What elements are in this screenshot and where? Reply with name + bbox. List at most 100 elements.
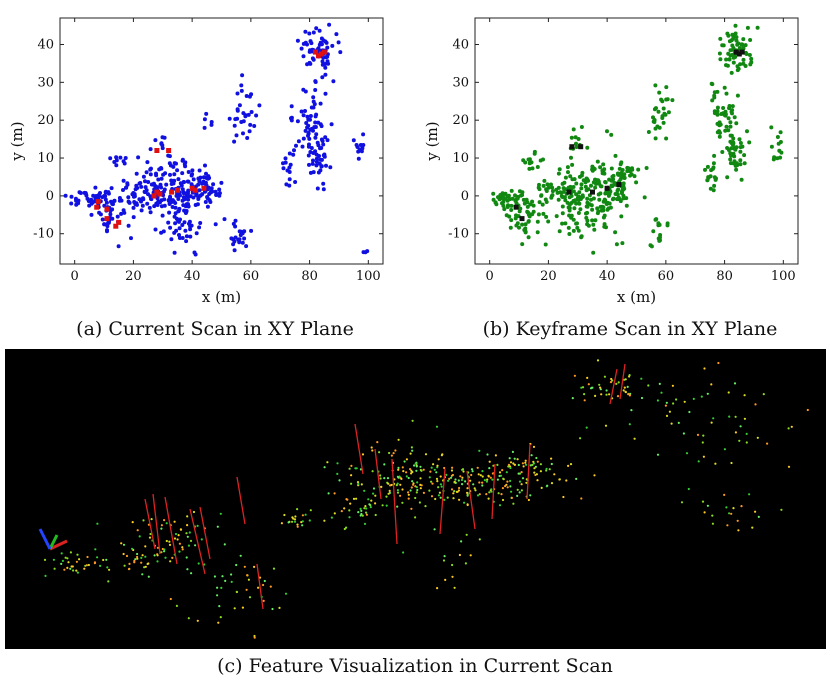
cloud-point bbox=[388, 489, 391, 492]
scatter-point bbox=[169, 237, 174, 242]
scatter-point bbox=[190, 172, 195, 177]
cloud-point bbox=[309, 509, 312, 512]
scatter-point bbox=[241, 131, 245, 136]
scatter-point bbox=[284, 182, 289, 187]
cloud-point bbox=[224, 579, 227, 582]
scatter-point bbox=[145, 201, 150, 206]
cloud-point bbox=[415, 469, 418, 472]
y-axis-label: y (m) bbox=[8, 121, 26, 161]
cloud-point bbox=[399, 483, 402, 486]
cloud-point bbox=[379, 477, 382, 480]
cloud-point bbox=[443, 466, 446, 470]
scatter-point bbox=[541, 211, 546, 216]
scatter-point bbox=[665, 223, 670, 228]
scatter-point bbox=[235, 116, 240, 121]
scatter-point bbox=[314, 156, 319, 161]
cloud-point bbox=[360, 509, 363, 512]
cloud-point bbox=[546, 484, 549, 487]
cloud-point bbox=[66, 557, 69, 560]
cloud-point bbox=[575, 477, 578, 480]
cloud-point bbox=[411, 480, 414, 483]
cloud-point bbox=[385, 495, 388, 498]
scatter-point bbox=[139, 184, 144, 189]
cloud-point bbox=[535, 456, 538, 460]
scatter-point bbox=[560, 211, 565, 216]
cloud-point bbox=[658, 382, 661, 385]
cloud-point bbox=[352, 497, 356, 500]
scatter-point bbox=[554, 187, 559, 192]
cloud-point bbox=[501, 469, 504, 472]
cloud-point bbox=[502, 477, 505, 480]
scatter-point bbox=[129, 236, 133, 241]
cloud-point bbox=[672, 402, 675, 405]
scatter-point bbox=[248, 122, 253, 127]
scatter-point bbox=[180, 236, 185, 240]
cloud-point bbox=[383, 463, 386, 466]
cloud-point bbox=[627, 393, 630, 396]
scatter-point bbox=[593, 218, 598, 223]
cloud-point bbox=[345, 498, 348, 501]
cloud-point bbox=[477, 473, 480, 476]
cloud-point bbox=[550, 457, 553, 460]
scatter-point bbox=[728, 48, 733, 53]
feature-point bbox=[739, 49, 745, 55]
cloud-point bbox=[445, 473, 448, 476]
cloud-point bbox=[420, 469, 423, 472]
scatter-point bbox=[577, 201, 581, 206]
scatter-point bbox=[249, 92, 254, 97]
cloud-point bbox=[723, 448, 727, 451]
feature-line bbox=[144, 498, 156, 550]
scatter-point bbox=[305, 114, 310, 119]
scatter-point bbox=[307, 162, 311, 167]
scatter-point bbox=[585, 196, 590, 201]
feature-point bbox=[578, 144, 584, 150]
cloud-point bbox=[525, 463, 528, 466]
scatter-point bbox=[569, 200, 574, 205]
cloud-point bbox=[402, 551, 405, 554]
scatter-point bbox=[510, 196, 515, 201]
feature-line bbox=[526, 443, 531, 500]
scatter-point bbox=[618, 199, 623, 204]
scatter-point bbox=[315, 186, 320, 191]
scatter-point bbox=[726, 148, 731, 152]
x-tick-label: 80 bbox=[301, 269, 318, 284]
cloud-point bbox=[496, 478, 499, 481]
cloud-point bbox=[580, 497, 583, 500]
scatter-point bbox=[732, 115, 737, 120]
feature-line bbox=[491, 463, 496, 520]
cloud-point bbox=[168, 543, 172, 546]
cloud-point bbox=[60, 562, 63, 565]
scatter-point bbox=[76, 198, 81, 203]
scatter-point bbox=[69, 201, 74, 206]
cloud-point bbox=[188, 531, 191, 534]
cloud-point bbox=[573, 374, 577, 377]
feature-line bbox=[236, 476, 246, 525]
scatter-point bbox=[509, 188, 514, 193]
cloud-point bbox=[301, 514, 304, 517]
scatter-point bbox=[652, 118, 657, 122]
feature-point bbox=[166, 148, 172, 153]
cloud-point bbox=[374, 502, 377, 505]
scatter-point bbox=[592, 227, 597, 232]
cloud-point bbox=[460, 478, 464, 482]
scatter-point bbox=[590, 207, 595, 212]
scatter-point bbox=[599, 208, 604, 213]
cloud-point bbox=[185, 556, 188, 559]
scatter-point bbox=[601, 215, 606, 220]
feature-point bbox=[192, 187, 198, 193]
cloud-point bbox=[436, 464, 439, 467]
feature-point bbox=[733, 49, 739, 55]
scatter-point bbox=[105, 229, 109, 234]
scatter-point bbox=[601, 162, 606, 167]
cloud-point bbox=[668, 410, 672, 413]
scatter-point bbox=[323, 62, 328, 66]
scatter-point bbox=[304, 121, 309, 125]
scatter-point bbox=[181, 203, 186, 208]
cloud-point bbox=[424, 453, 428, 456]
scatter-point bbox=[317, 154, 321, 158]
feature-point bbox=[169, 189, 175, 195]
cloud-point bbox=[496, 463, 499, 466]
scatter-point bbox=[231, 221, 236, 226]
scatter-point bbox=[182, 162, 187, 167]
